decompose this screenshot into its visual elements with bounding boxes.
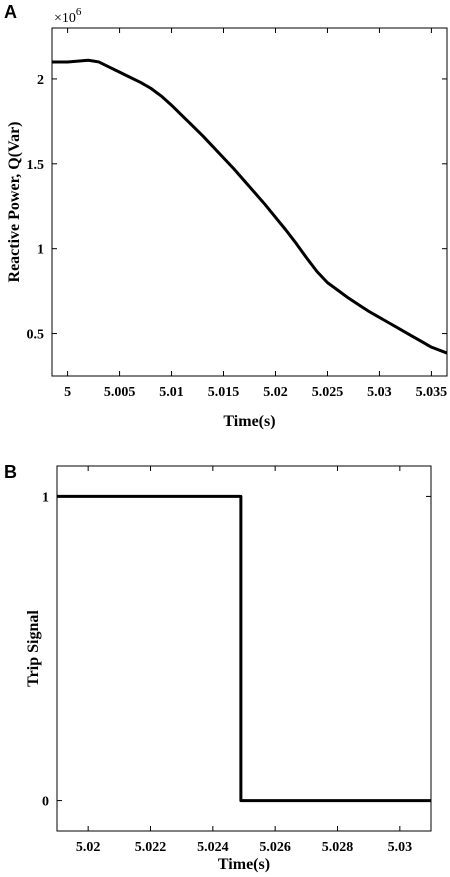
x-tick-label: 5.026 xyxy=(259,840,291,855)
x-tick-label: 5.028 xyxy=(322,840,354,855)
x-tick-label: 5.03 xyxy=(367,385,392,400)
x-axis-label: Time(s) xyxy=(218,856,270,873)
x-tick-label: 5.025 xyxy=(312,385,344,400)
x-tick-label: 5.02 xyxy=(76,840,101,855)
panel-label-a: A xyxy=(4,2,17,22)
y-tick-label: 1 xyxy=(37,243,44,258)
x-tick-label: 5 xyxy=(64,385,71,400)
y-tick-label: 2 xyxy=(37,73,44,88)
chart-b: 5.02 5.022 5.024 5.026 5.028 5.03 0 1 Time(s) Tri… xyxy=(25,465,432,873)
y-tick-label: 1.5 xyxy=(27,158,45,173)
x-axis-label: Time(s) xyxy=(223,413,275,430)
y-tick-label: 0.5 xyxy=(27,328,45,343)
y-axis-label: Trip Signal xyxy=(25,610,42,687)
chart-a: 5 5.005 5.01 5.015 5.02 5.025 5.03 5.035 0.5 1 1.5… xyxy=(6,6,448,430)
y-exponent-power: 6 xyxy=(76,6,82,18)
x-tick-label: 5.035 xyxy=(416,385,448,400)
y-axis-label: Reactive Power, Q(Var) xyxy=(6,122,23,283)
x-tick-label: 5.024 xyxy=(197,840,229,855)
series-line xyxy=(57,494,431,803)
y-exponent-label: ×106 xyxy=(54,6,82,26)
y-tick-label: 0 xyxy=(42,795,49,810)
panel-label-b: B xyxy=(4,462,17,482)
plot-frame xyxy=(56,465,432,832)
x-tick-label: 5.01 xyxy=(159,385,184,400)
y-tick-label: 1 xyxy=(42,490,49,505)
x-tick-label: 5.022 xyxy=(135,840,167,855)
x-tick-label: 5.03 xyxy=(388,840,413,855)
x-tick-label: 5.02 xyxy=(263,385,288,400)
y-exponent-base: ×10 xyxy=(54,11,76,26)
x-tick-label: 5.005 xyxy=(104,385,136,400)
series-line xyxy=(52,58,448,355)
plot-frame xyxy=(51,27,448,377)
x-tick-label: 5.015 xyxy=(208,385,240,400)
